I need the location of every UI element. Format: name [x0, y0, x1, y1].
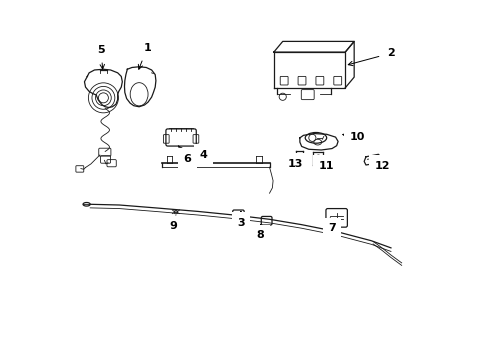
Text: 8: 8	[256, 225, 264, 240]
Text: 10: 10	[342, 132, 364, 142]
Text: 6: 6	[178, 146, 191, 163]
Text: 1: 1	[138, 43, 151, 69]
Text: 7: 7	[327, 218, 335, 233]
Text: 11: 11	[318, 161, 333, 171]
Text: 4: 4	[199, 150, 208, 161]
Text: 3: 3	[237, 211, 244, 228]
Text: 13: 13	[287, 159, 303, 169]
Text: 9: 9	[169, 216, 177, 231]
Text: 12: 12	[373, 161, 389, 171]
Text: 5: 5	[97, 45, 104, 69]
Text: 2: 2	[347, 48, 394, 66]
